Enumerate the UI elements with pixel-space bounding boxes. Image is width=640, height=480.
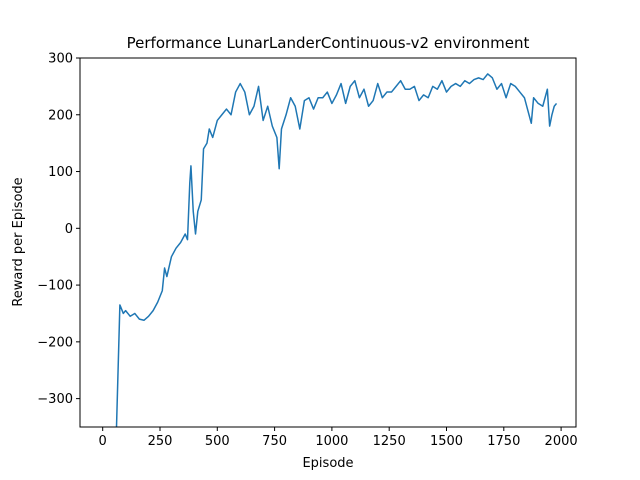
x-tick-label: 0	[99, 434, 107, 449]
chart-title: Performance LunarLanderContinuous-v2 env…	[127, 34, 530, 52]
plot-area	[115, 73, 558, 427]
x-tick-label: 2000	[545, 434, 578, 449]
x-tick-label: 1250	[373, 434, 406, 449]
y-tick-label: −200	[37, 335, 73, 350]
x-tick-label: 500	[205, 434, 230, 449]
x-tick-label: 1750	[487, 434, 520, 449]
x-tick-label: 250	[148, 434, 173, 449]
plot-frame	[79, 57, 577, 428]
x-axis-label: Episode	[302, 456, 353, 471]
line-series	[115, 73, 558, 427]
x-tick-label: 750	[262, 434, 287, 449]
y-tick-label: −300	[37, 392, 73, 407]
x-tick-label: 1000	[315, 434, 348, 449]
y-tick-label: −100	[37, 279, 73, 294]
y-tick-label: 0	[65, 222, 73, 237]
y-tick-label: 100	[48, 165, 73, 180]
y-tick-label: 300	[48, 52, 73, 67]
y-axis-label: Reward per Episode	[11, 177, 26, 306]
x-tick-label: 1500	[430, 434, 463, 449]
y-tick-label: 200	[48, 108, 73, 123]
